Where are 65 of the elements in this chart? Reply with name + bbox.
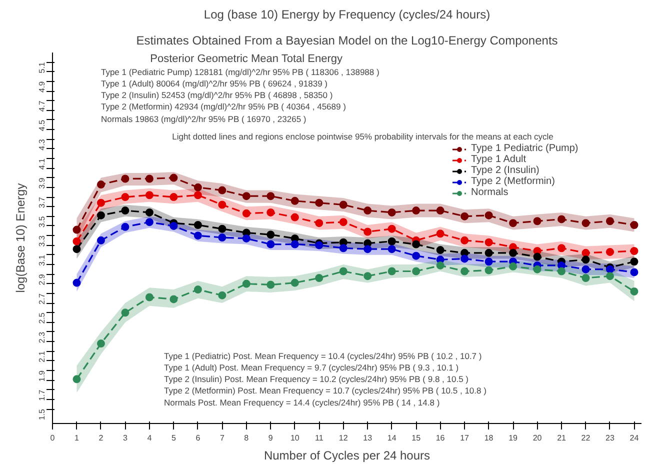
y-tick-label: 3.1 — [38, 254, 46, 266]
legend-label: Type 1 Adult — [471, 154, 526, 165]
x-tick-label: 23 — [606, 434, 615, 442]
chart-subtitle: Estimates Obtained From a Bayesian Model on the Log10-Energy Components — [136, 34, 558, 48]
annotation: Posterior Geometric Mean Total Energy — [150, 53, 343, 66]
annotation: Type 1 (Adult) Post. Mean Frequency = 9.7 (cycles/24hr) 95% PB ( 9.3 , 10.1 ) — [164, 362, 459, 373]
annotation: Type 1 (Pediatric Pump) 128181 (mg/dl)^2/hr 95% PB ( 118306 , 138988 ) — [100, 66, 380, 77]
x-axis-title: Number of Cycles per 24 hours — [264, 448, 430, 462]
annotation: Normals 19863 (mg/dl)^2/hr 95% PB ( 16970 , 23265 ) — [100, 114, 306, 124]
y-tick-label: 1.9 — [38, 370, 46, 382]
y-tick-label: 3.3 — [38, 235, 46, 247]
annotation: Normals Post. Mean Frequency = 14.4 (cycles/24hr) 95% PB ( 14 , 14.8 ) — [164, 397, 440, 408]
x-tick-label: 18 — [484, 434, 494, 442]
y-tick-label: 3.5 — [38, 216, 46, 228]
y-tick-label: 4.7 — [38, 100, 46, 112]
x-tick-label: 20 — [532, 434, 542, 442]
legend-label: Type 1 Pediatric (Pump) — [471, 143, 578, 154]
y-tick-label: 5.1 — [38, 62, 46, 74]
x-tick-label: 3 — [122, 434, 128, 442]
y-tick-label: 1.5 — [38, 408, 46, 420]
annotation: Type 2 (Metformin) 42934 (mg/dl)^2/hr 95% PB ( 40364 , 45689 ) — [100, 101, 346, 112]
y-tick-label: 2.7 — [38, 292, 46, 305]
annotation: Type 2 (Insulin) Post. Mean Frequency = 10.2 (cycles/24hr) 95% PB ( 9.8 , 10.5 ) — [164, 374, 469, 384]
x-tick-label: 16 — [436, 434, 446, 442]
x-tick-label: 17 — [460, 434, 470, 442]
y-tick-label: 3.7 — [38, 196, 46, 208]
x-tick-label: 19 — [508, 434, 518, 442]
x-tick-label: 5 — [171, 434, 176, 442]
y-tick-label: 2.9 — [38, 274, 46, 286]
y-tick-label: 2.3 — [38, 331, 46, 344]
annotation: Type 1 (Pediatric) Post. Mean Frequency = 10.4 (cycles/24hr) 95% PB ( 10.2 , 10.7 ) — [164, 351, 482, 362]
x-tick-label: 7 — [220, 434, 225, 442]
x-tick-label: 2 — [98, 434, 104, 442]
y-tick-label: 2.5 — [38, 312, 46, 324]
legend-label: Type 2 (Metformin) — [471, 176, 555, 187]
y-axis-title: log(Base 10) Energy — [14, 183, 28, 293]
x-tick-label: 8 — [244, 434, 250, 442]
y-tick-label: 3.9 — [38, 177, 46, 189]
y-tick-label: 1.7 — [38, 389, 46, 401]
y-tick-label: 2.1 — [38, 350, 46, 362]
y-tick-label: 4.9 — [38, 80, 46, 93]
x-tick-label: 24 — [630, 434, 640, 442]
x-tick-label: 12 — [338, 434, 348, 442]
x-tick-label: 15 — [412, 434, 422, 442]
x-tick-label: 0 — [50, 434, 56, 442]
x-tick-label: 9 — [268, 434, 274, 442]
y-tick-label: 4.3 — [38, 138, 46, 150]
legend-label: Normals — [471, 187, 508, 198]
y-tick-label: 4.1 — [38, 158, 46, 170]
x-tick-label: 14 — [387, 434, 397, 442]
chart-title: Log (base 10) Energy by Frequency (cycles/24 hours) — [204, 8, 490, 22]
x-tick-label: 6 — [196, 434, 201, 442]
legend-label: Type 2 (Insulin) — [471, 165, 540, 176]
x-tick-label: 4 — [147, 434, 152, 442]
x-tick-label: 22 — [581, 434, 591, 442]
annotation: Type 2 (Metformin) Post. Mean Frequency = 10.7 (cycles/24hr) 95% PB ( 10.5 , 10.8 ) — [164, 386, 487, 396]
annotation: Light dotted lines and regions enclose pointwise 95% probability intervals for the means at each cycle — [172, 131, 554, 142]
x-tick-label: 13 — [363, 434, 373, 442]
x-tick-label: 1 — [74, 434, 80, 442]
y-tick-label: 4.5 — [38, 119, 46, 132]
annotation: Type 2 (Insulin) 52453 (mg/dl)^2/hr 95% PB ( 46898 , 58350 ) — [100, 90, 333, 100]
annotation: Type 1 (Adult) 80064 (mg/dl)^2/hr 95% PB ( 69624 , 91839 ) — [100, 78, 328, 88]
x-tick-label: 10 — [290, 434, 300, 442]
x-tick-label: 11 — [314, 434, 324, 442]
x-tick-label: 21 — [557, 434, 567, 442]
